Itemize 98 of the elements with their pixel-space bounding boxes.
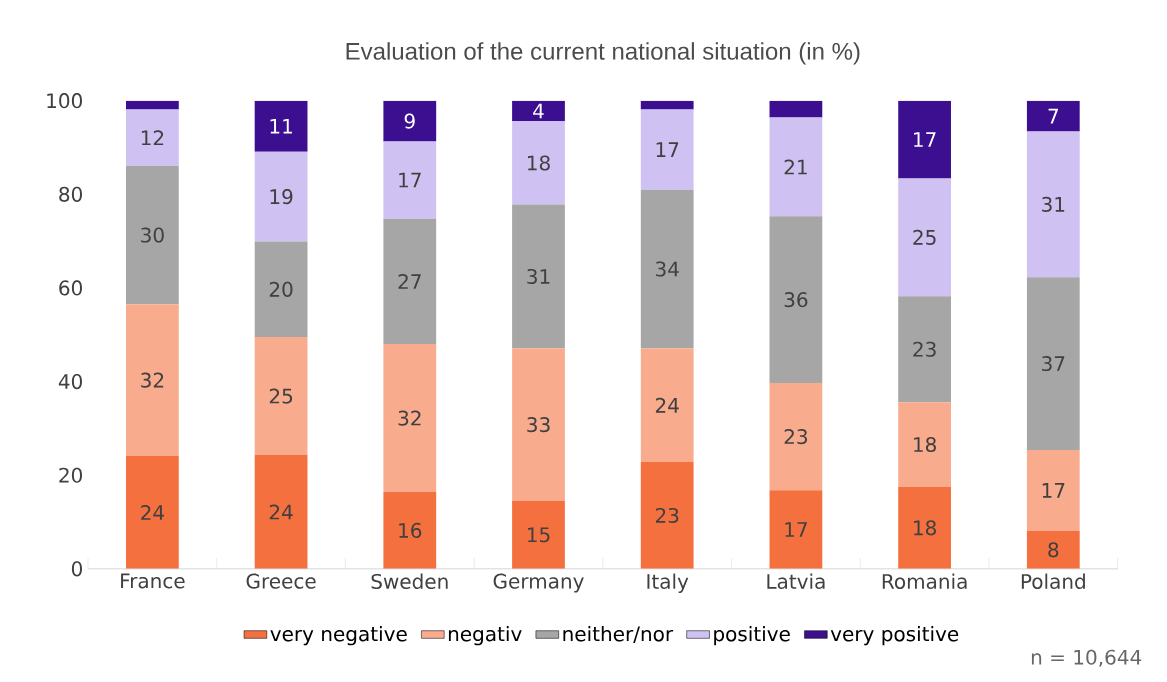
bar xyxy=(383,141,437,219)
text: n = 10,644 xyxy=(1031,649,1142,667)
data-label: 20 xyxy=(269,281,293,297)
bar xyxy=(769,117,823,217)
data-label: 36 xyxy=(784,291,808,308)
bar xyxy=(640,189,694,349)
data-label: 25 xyxy=(269,388,293,404)
data-label: 32 xyxy=(398,410,421,426)
data-label: 19 xyxy=(270,188,293,205)
bar xyxy=(512,100,565,122)
bar xyxy=(383,491,437,569)
y-tick-label: 20 xyxy=(59,467,82,483)
bar xyxy=(1026,100,1080,132)
data-label: 18 xyxy=(914,520,936,536)
data-label: 37 xyxy=(1042,355,1065,372)
bar xyxy=(383,100,437,142)
bar xyxy=(769,100,823,118)
bar xyxy=(769,382,823,491)
bar xyxy=(512,348,565,501)
y-tick-label: 80 xyxy=(59,186,82,202)
data-label: 11 xyxy=(270,118,292,134)
bar xyxy=(898,402,951,487)
bar xyxy=(254,151,308,242)
y-tick-label: 100 xyxy=(47,93,82,109)
x-tick-label: Poland xyxy=(1021,573,1085,589)
x-tick-label: Greece xyxy=(246,573,316,589)
bar xyxy=(383,218,437,345)
bar xyxy=(254,454,308,569)
legend-label: very negative xyxy=(270,625,407,646)
y-tick-label: 60 xyxy=(59,280,82,296)
data-label: 15 xyxy=(527,527,550,543)
bar xyxy=(126,165,179,305)
chart-title: Evaluation of the current national situation (in %) xyxy=(346,42,860,65)
data-label: 25 xyxy=(913,229,936,245)
data-label: 16 xyxy=(399,522,422,538)
data-label: 33 xyxy=(527,416,550,433)
data-label: 23 xyxy=(913,341,936,357)
data-label: 23 xyxy=(655,507,679,523)
data-label: 34 xyxy=(656,261,679,277)
data-label: 7 xyxy=(1048,108,1058,124)
data-label: 12 xyxy=(141,130,164,145)
bar xyxy=(898,296,951,403)
data-label: 32 xyxy=(141,372,164,388)
bar xyxy=(769,490,823,569)
bar xyxy=(126,455,179,569)
bar xyxy=(254,241,308,337)
legend-label: positive xyxy=(714,625,790,646)
data-label: 18 xyxy=(914,436,936,453)
y-tick-label: 0 xyxy=(71,561,82,577)
data-label: 24 xyxy=(655,397,679,413)
y-tick-label: 40 xyxy=(58,373,82,390)
bar xyxy=(769,216,823,383)
data-label: 24 xyxy=(141,504,164,520)
bar xyxy=(1026,449,1080,531)
bar xyxy=(254,100,308,152)
data-label: 8 xyxy=(1048,542,1059,558)
legend-label: very positive xyxy=(830,625,959,646)
bar xyxy=(512,121,565,205)
data-label: 18 xyxy=(527,155,550,171)
data-label: 23 xyxy=(784,428,808,445)
x-tick-label: Romania xyxy=(882,573,967,589)
data-label: 17 xyxy=(1042,483,1065,498)
data-label: 24 xyxy=(269,504,293,520)
bar xyxy=(898,100,951,179)
data-label: 17 xyxy=(914,132,936,147)
x-tick-label: Sweden xyxy=(371,573,448,589)
x-tick-label: France xyxy=(121,573,185,589)
data-label: 9 xyxy=(404,113,415,129)
data-label: 17 xyxy=(399,172,421,188)
data-label: 30 xyxy=(141,227,164,243)
bar xyxy=(1026,131,1080,278)
bar xyxy=(126,304,179,456)
bar xyxy=(640,348,694,462)
bar xyxy=(383,344,437,492)
bar xyxy=(512,500,565,569)
bar xyxy=(1026,277,1080,450)
x-tick-label: Germany xyxy=(493,573,584,593)
legend-label: neither/nor xyxy=(563,625,674,643)
legend-label: negativ xyxy=(448,625,522,646)
data-label: 4 xyxy=(533,103,544,119)
bar xyxy=(640,109,694,190)
data-label: 17 xyxy=(656,142,679,157)
x-tick-label: Latvia xyxy=(767,573,825,589)
bar xyxy=(254,337,308,455)
bar xyxy=(898,178,951,297)
bar xyxy=(126,109,179,166)
data-label: 31 xyxy=(1042,196,1065,212)
data-label: 21 xyxy=(784,159,807,175)
bar xyxy=(898,486,951,569)
x-tick-label: Italy xyxy=(647,573,689,593)
data-label: 27 xyxy=(398,273,421,289)
bar xyxy=(1026,530,1080,569)
data-label: 17 xyxy=(785,522,807,537)
bar xyxy=(126,100,179,110)
bar xyxy=(640,462,694,569)
data-label: 31 xyxy=(527,268,550,284)
bar xyxy=(640,100,694,110)
bar xyxy=(512,204,565,349)
